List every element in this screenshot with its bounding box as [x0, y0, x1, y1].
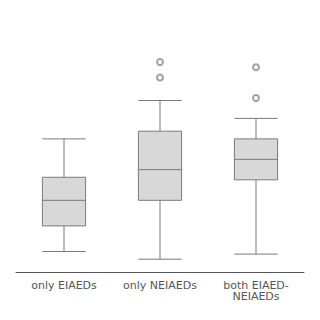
svg-text:NEIAEDs: NEIAEDs	[232, 290, 279, 303]
svg-text:only EIAEDs: only EIAEDs	[31, 279, 97, 292]
svg-text:both EIAED-: both EIAED-	[223, 279, 289, 292]
svg-text:only NEIAEDs: only NEIAEDs	[123, 279, 197, 292]
